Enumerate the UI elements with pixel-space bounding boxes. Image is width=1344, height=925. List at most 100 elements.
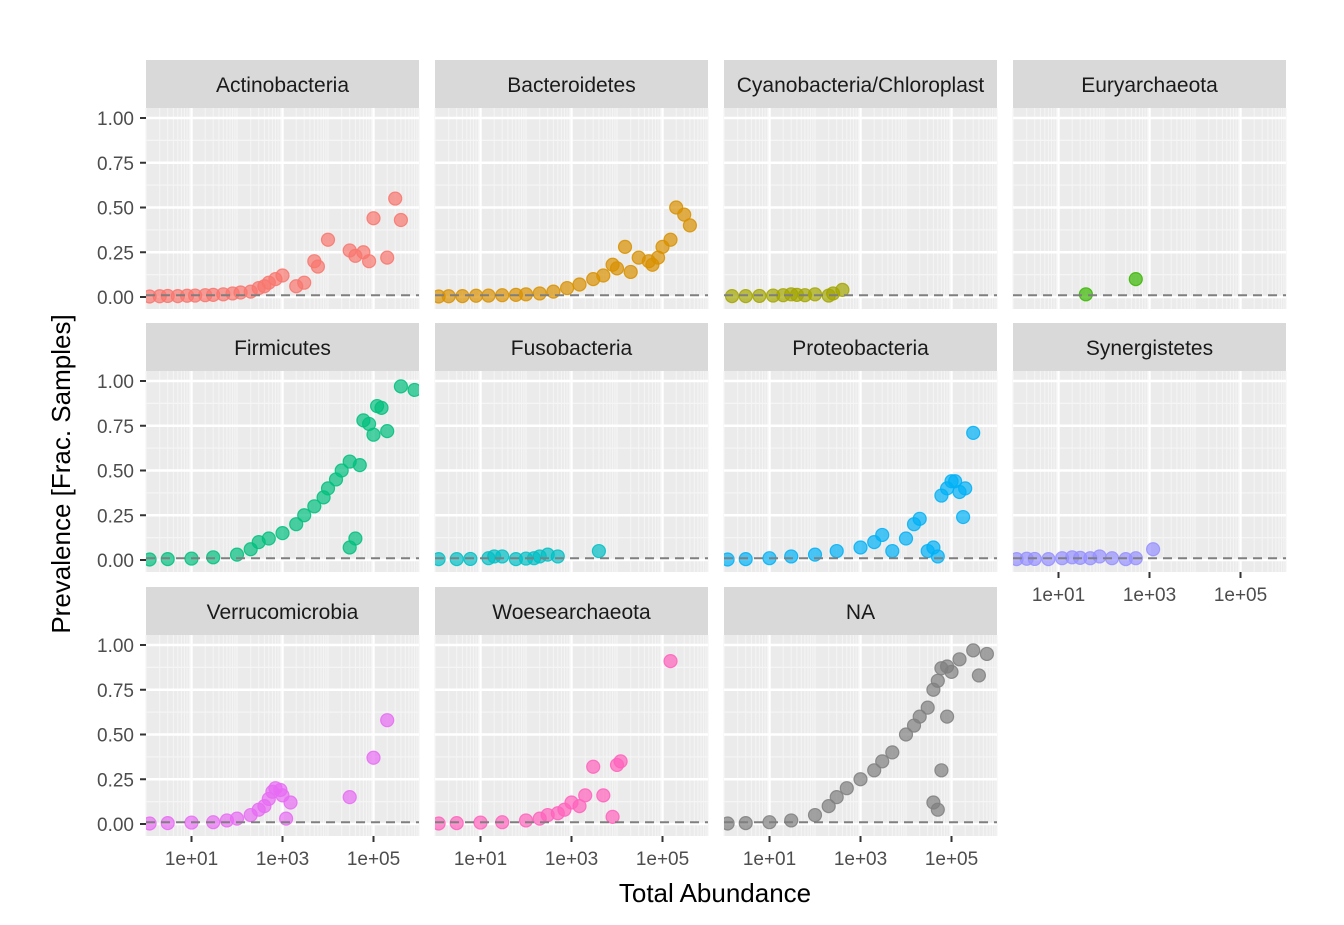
facet-strip-label: Verrucomicrobia	[207, 601, 359, 624]
data-point	[596, 788, 611, 803]
data-point	[784, 549, 799, 564]
data-point	[559, 280, 575, 296]
data-point	[572, 277, 587, 292]
data-point	[320, 232, 336, 247]
points-group	[146, 191, 408, 304]
points-group	[724, 643, 995, 831]
data-point	[944, 664, 959, 679]
facet-strip	[435, 60, 708, 108]
x-tick-label: 1e+05	[636, 849, 689, 870]
data-point	[1092, 549, 1107, 564]
points-group	[724, 282, 850, 304]
points-group	[435, 200, 697, 304]
data-point	[320, 481, 336, 496]
data-point	[261, 531, 276, 546]
y-tick-label: 1.00	[97, 372, 134, 393]
data-point	[352, 458, 367, 473]
data-point	[952, 652, 967, 667]
data-point	[380, 250, 395, 265]
y-tick-label: 0.25	[97, 506, 134, 527]
data-point	[875, 527, 890, 543]
facet-panel: Woesearchaeota 1e+01 1e+03 1e+05	[434, 587, 709, 870]
data-point	[361, 254, 377, 269]
x-tick-label: 1e+05	[1214, 585, 1267, 606]
x-tick-label: 1e+01	[165, 849, 218, 870]
data-point	[275, 526, 290, 541]
data-point	[578, 788, 593, 803]
data-point	[366, 211, 381, 226]
data-point	[829, 790, 844, 805]
y-tick-label: 0.00	[97, 815, 134, 836]
data-point	[930, 549, 945, 564]
data-point	[821, 798, 836, 814]
data-point	[366, 427, 381, 442]
y-tick-label: 1.00	[97, 636, 134, 657]
data-point	[518, 813, 534, 828]
data-point	[297, 508, 312, 523]
data-point	[663, 654, 678, 669]
facet-panel: Firmicutes 0.00 0.25 0.50 0.75 1.00	[97, 323, 420, 572]
points-group	[724, 425, 981, 567]
y-tick-label: 0.25	[97, 770, 134, 791]
data-point	[275, 268, 290, 283]
data-point	[623, 264, 638, 280]
y-tick-label: 0.50	[97, 726, 134, 747]
data-point	[407, 382, 419, 398]
data-point	[393, 212, 408, 228]
data-point	[956, 509, 971, 525]
facet-panel: Cyanobacteria/Chloroplast	[723, 60, 998, 309]
points-group	[435, 654, 678, 831]
data-point	[146, 816, 157, 831]
points-group	[1013, 542, 1161, 567]
facet-panel: NA 1e+01 1e+03 1e+05	[723, 587, 998, 870]
data-point	[898, 531, 914, 546]
y-tick-label: 0.25	[97, 243, 134, 264]
data-point	[979, 646, 995, 662]
facet-strip	[724, 60, 997, 108]
facet-panel: Verrucomicrobia 0.00 0.25 0.50 0.75 1.00 1e+01…	[97, 587, 420, 870]
data-point	[613, 754, 628, 769]
facet-strip-label: Euryarchaeota	[1081, 74, 1218, 97]
panels-layer: Actinobacteria 0.00 0.25 0.50 0.75 1.00 Bacter…	[97, 60, 1287, 870]
data-point	[441, 289, 456, 304]
y-tick-label: 0.50	[97, 462, 134, 483]
data-point	[958, 481, 973, 496]
data-point	[829, 543, 844, 559]
data-point	[853, 540, 868, 555]
data-point	[388, 191, 403, 206]
data-point	[926, 795, 941, 810]
x-tick-label: 1e+05	[925, 849, 978, 870]
facet-strip-label: NA	[846, 601, 875, 624]
data-point	[342, 790, 357, 805]
facet-strip-label: Fusobacteria	[511, 337, 633, 360]
data-point	[971, 668, 986, 683]
data-point	[495, 549, 510, 564]
data-point	[934, 763, 949, 778]
data-point	[966, 425, 981, 441]
data-point	[374, 400, 389, 415]
data-point	[920, 700, 935, 715]
data-point	[532, 286, 547, 301]
facet-strip	[435, 323, 708, 371]
facet-strip	[1013, 60, 1286, 108]
data-point	[839, 781, 854, 796]
data-point	[930, 673, 945, 688]
data-point	[283, 795, 298, 810]
data-point	[435, 816, 446, 831]
data-point	[682, 218, 697, 233]
facet-strip-label: Woesearchaeota	[492, 601, 651, 624]
x-tick-label: 1e+03	[256, 849, 309, 870]
data-point	[307, 499, 322, 514]
data-point	[380, 713, 395, 728]
x-tick-label: 1e+03	[834, 849, 887, 870]
facet-strip	[146, 587, 419, 635]
data-point	[334, 463, 349, 478]
data-point	[146, 552, 157, 567]
x-tick-label: 1e+05	[347, 849, 400, 870]
x-tick-label: 1e+03	[1123, 585, 1176, 606]
data-point	[617, 239, 633, 254]
data-point	[289, 517, 304, 532]
facet-strip	[1013, 323, 1286, 371]
